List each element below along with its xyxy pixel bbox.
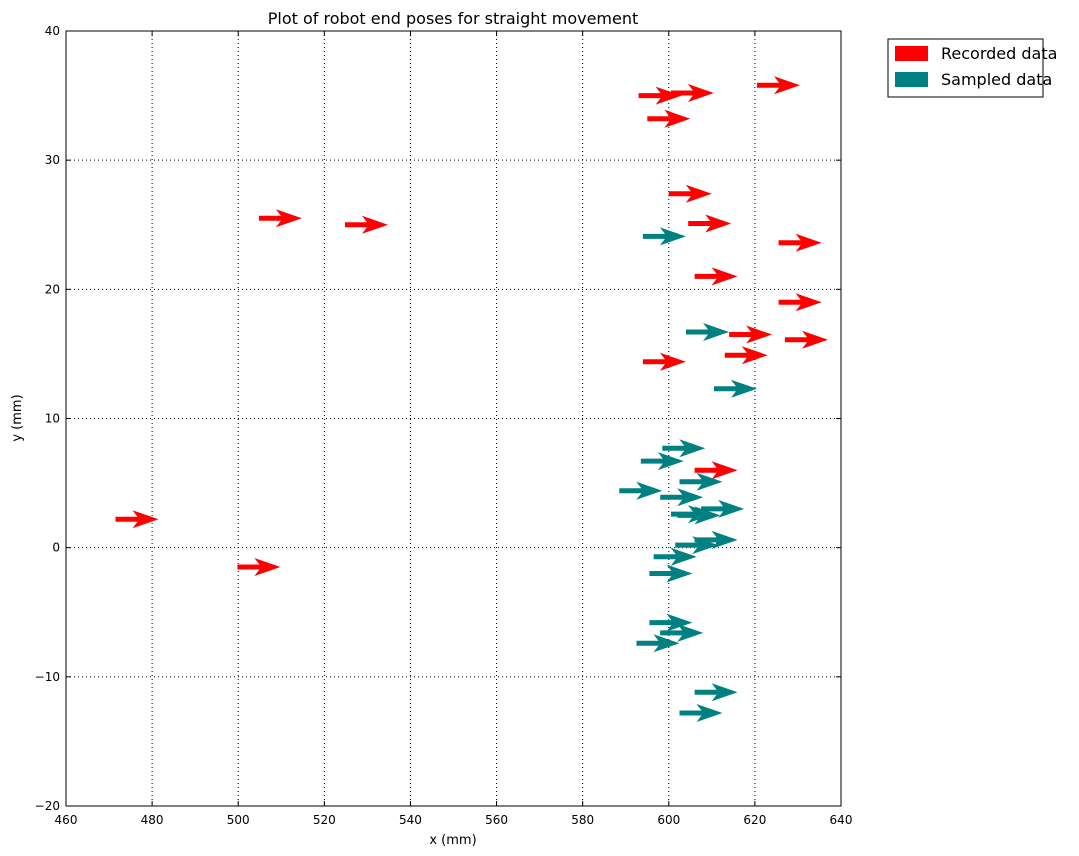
sampled-data-arrow bbox=[714, 379, 757, 398]
legend-label-sampled: Sampled data bbox=[941, 70, 1052, 89]
y-tick-label: −10 bbox=[35, 670, 60, 684]
sampled-data-arrow bbox=[694, 530, 738, 549]
recorded-data-arrow bbox=[345, 215, 388, 234]
x-tick-label: 580 bbox=[571, 813, 594, 827]
x-tick-label: 540 bbox=[399, 813, 422, 827]
sampled-data-arrow bbox=[677, 506, 721, 525]
recorded-data-arrow bbox=[724, 346, 768, 365]
axis-ticks: 460 480 500 520 540 560 580 600 620 640 −20 −10 0 10 2… bbox=[35, 24, 853, 827]
y-axis-label: y (mm) bbox=[10, 394, 25, 441]
x-tick-label: 460 bbox=[55, 813, 78, 827]
x-tick-label: 480 bbox=[141, 813, 164, 827]
recorded-data-arrow bbox=[694, 461, 738, 480]
sampled-data-arrow bbox=[640, 452, 684, 471]
sampled-data-arrow bbox=[649, 613, 693, 632]
recorded-data-arrow bbox=[668, 184, 712, 203]
sampled-data-arrow bbox=[694, 683, 738, 702]
recorded-data-arrow bbox=[258, 209, 302, 228]
recorded-data-arrow bbox=[785, 330, 828, 349]
recorded-data-arrow bbox=[237, 558, 281, 576]
sampled-data-arrow bbox=[653, 547, 697, 566]
y-tick-label: 20 bbox=[45, 282, 60, 296]
sampled-data-arrow bbox=[675, 536, 719, 555]
sampled-data-arrow bbox=[642, 227, 686, 246]
y-tick-label: 0 bbox=[52, 541, 60, 555]
y-tick-label: 40 bbox=[45, 24, 60, 38]
recorded-data-arrow bbox=[642, 352, 686, 371]
x-tick-label: 640 bbox=[830, 813, 853, 827]
sampled-data-arrow bbox=[679, 704, 723, 722]
legend-label-recorded: Recorded data bbox=[941, 44, 1057, 63]
legend-swatch-sampled bbox=[895, 72, 928, 87]
recorded-data-arrow bbox=[688, 214, 732, 233]
recorded-data-arrow bbox=[729, 325, 773, 344]
y-tick-label: 10 bbox=[45, 412, 60, 426]
x-tick-label: 600 bbox=[657, 813, 680, 827]
recorded-data-arrow bbox=[778, 233, 822, 252]
sampled-data-arrow bbox=[619, 481, 663, 500]
recorded-data-arrow bbox=[694, 267, 738, 286]
sampled-data-arrow bbox=[660, 488, 704, 507]
sampled-data-arrow bbox=[662, 439, 706, 458]
recorded-data-arrow bbox=[638, 86, 682, 105]
recorded-data-arrow bbox=[647, 109, 691, 128]
chart-title: Plot of robot end poses for straight mov… bbox=[268, 9, 639, 28]
sampled-data-arrow bbox=[649, 564, 693, 583]
legend-swatch-recorded bbox=[895, 46, 928, 61]
recorded-data-arrow bbox=[757, 76, 800, 95]
sampled-data-arrow bbox=[679, 472, 723, 491]
x-axis-label: x (mm) bbox=[429, 833, 476, 848]
legend: Recorded data Sampled data bbox=[887, 38, 1057, 98]
data-markers bbox=[115, 76, 828, 722]
x-tick-label: 500 bbox=[227, 813, 250, 827]
recorded-data-arrow bbox=[778, 293, 822, 312]
y-tick-label: 30 bbox=[45, 153, 60, 167]
sampled-data-arrow bbox=[701, 499, 745, 518]
x-tick-label: 560 bbox=[485, 813, 508, 827]
recorded-data-arrow bbox=[115, 510, 159, 529]
sampled-data-arrow bbox=[636, 634, 680, 653]
x-tick-label: 620 bbox=[743, 813, 766, 827]
y-tick-label: −20 bbox=[35, 799, 60, 813]
x-tick-label: 520 bbox=[313, 813, 336, 827]
sampled-data-arrow bbox=[660, 623, 704, 642]
sampled-data-arrow bbox=[686, 323, 729, 341]
recorded-data-arrow bbox=[670, 84, 714, 102]
